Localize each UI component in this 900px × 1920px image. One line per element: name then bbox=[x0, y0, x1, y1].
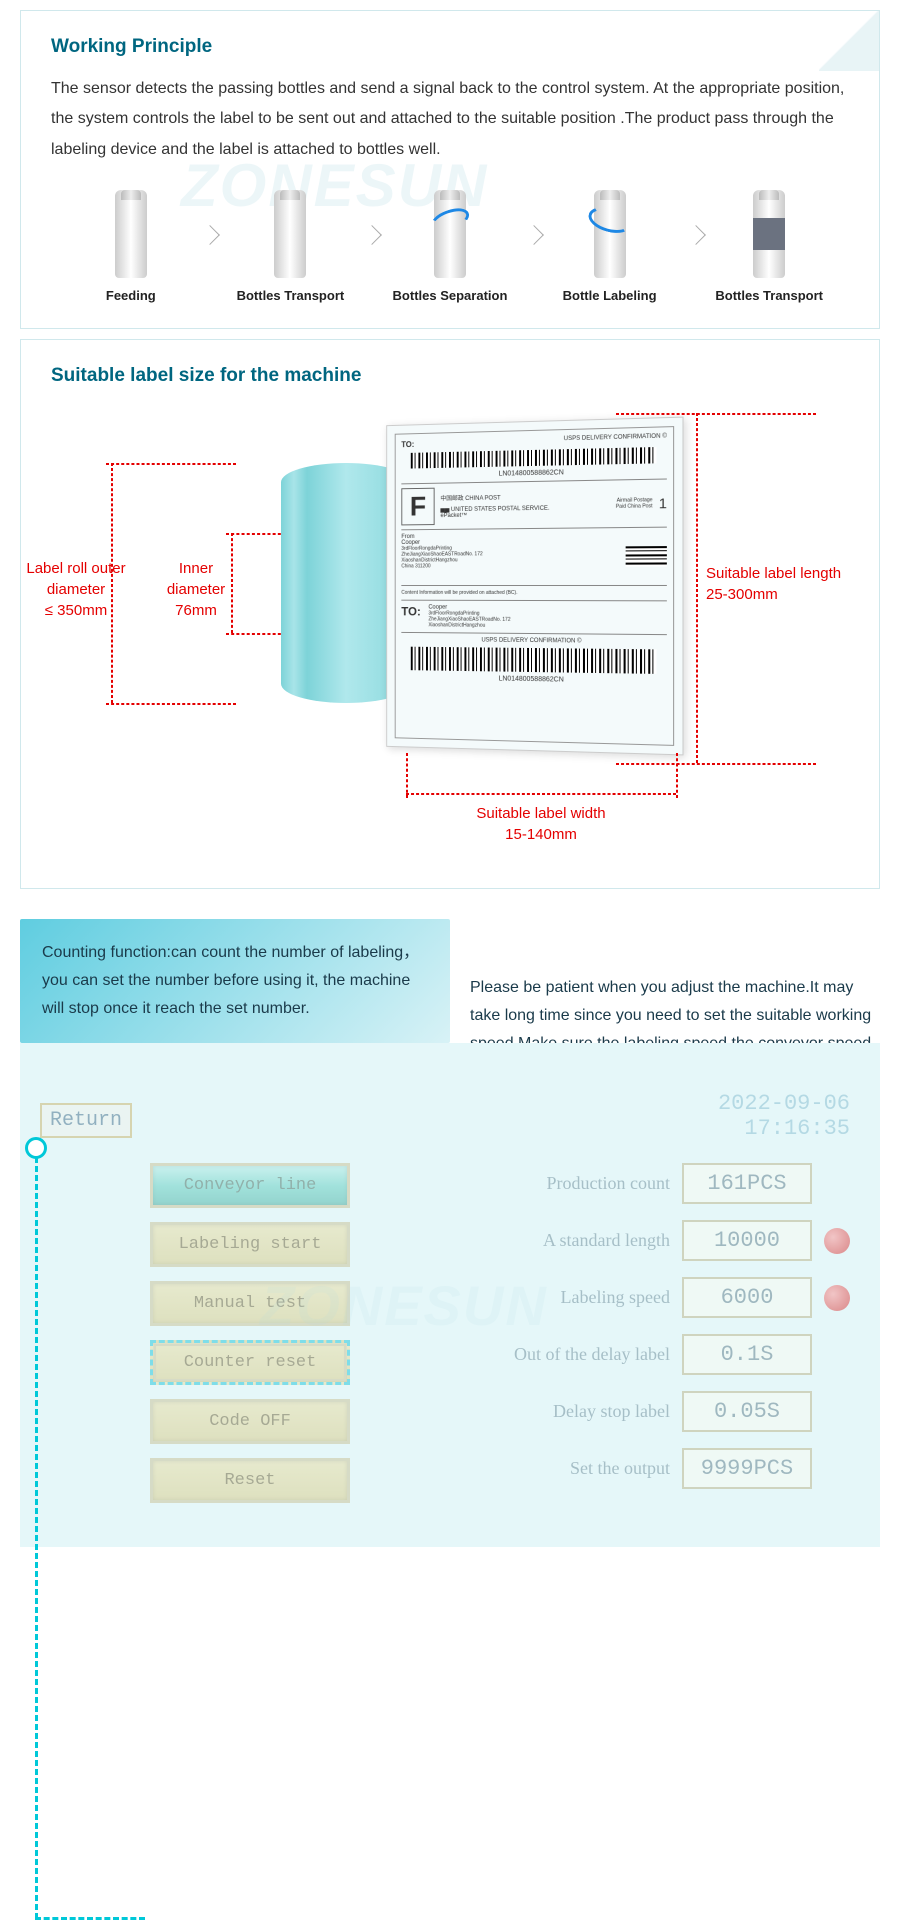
section-title: Suitable label size for the machine bbox=[51, 365, 849, 387]
spacer bbox=[824, 1171, 850, 1197]
step-label: Bottles Transport bbox=[211, 288, 371, 303]
label-diagram: ZONESUN Label roll outer diameter≤ 350mm… bbox=[51, 403, 849, 863]
bottle-icon bbox=[434, 190, 466, 278]
production-count-value[interactable]: 161PCS bbox=[682, 1163, 812, 1204]
hmi-button-column: Conveyor line Labeling start Manual test… bbox=[150, 1163, 350, 1517]
dimension-line bbox=[106, 463, 236, 465]
hmi-screen: ZONESUN Return 2022-09-0617:16:35 Convey… bbox=[20, 1043, 880, 1547]
swirl-icon bbox=[585, 203, 634, 238]
param-row: A standard length 10000 bbox=[390, 1220, 850, 1261]
process-step: Feeding bbox=[51, 190, 211, 303]
conveyor-line-button[interactable]: Conveyor line bbox=[150, 1163, 350, 1208]
label-size-panel: Suitable label size for the machine ZONE… bbox=[20, 339, 880, 889]
dimension-line bbox=[676, 753, 678, 798]
dimension-line bbox=[616, 763, 816, 765]
reset-button[interactable]: Reset bbox=[150, 1458, 350, 1503]
labeling-speed-value[interactable]: 6000 bbox=[682, 1277, 812, 1318]
standard-length-value[interactable]: 10000 bbox=[682, 1220, 812, 1261]
corner-decoration bbox=[819, 11, 879, 71]
bottle-icon bbox=[594, 190, 626, 278]
description-text: The sensor detects the passing bottles a… bbox=[51, 74, 849, 165]
bottle-labeled-icon bbox=[753, 190, 785, 278]
param-label: Set the output bbox=[570, 1458, 670, 1479]
param-label: Production count bbox=[547, 1173, 671, 1194]
param-label: Delay stop label bbox=[553, 1401, 670, 1422]
dimension-text: Inner diameter76mm bbox=[156, 558, 236, 621]
param-label: A standard length bbox=[543, 1230, 670, 1251]
counting-info-box: Counting function:can count the number o… bbox=[20, 919, 450, 1043]
spacer bbox=[824, 1456, 850, 1482]
process-step: Bottles Transport bbox=[689, 190, 849, 303]
code-off-button[interactable]: Code OFF bbox=[150, 1399, 350, 1444]
manual-test-button[interactable]: Manual test bbox=[150, 1281, 350, 1326]
indicator-icon bbox=[824, 1228, 850, 1254]
dimension-line bbox=[406, 793, 676, 795]
param-row: Delay stop label 0.05S bbox=[390, 1391, 850, 1432]
set-output-value[interactable]: 9999PCS bbox=[682, 1448, 812, 1489]
counting-section: Counting function:can count the number o… bbox=[20, 919, 880, 1043]
step-label: Feeding bbox=[51, 288, 211, 303]
dimension-line bbox=[406, 753, 408, 798]
working-principle-panel: Working Principle The sensor detects the… bbox=[20, 10, 880, 329]
process-step: Bottles Separation bbox=[370, 190, 530, 303]
param-row: Labeling speed 6000 bbox=[390, 1277, 850, 1318]
counter-reset-button[interactable]: Counter reset bbox=[150, 1340, 350, 1385]
dimension-line bbox=[616, 413, 816, 415]
section-title: Working Principle bbox=[51, 36, 849, 58]
param-label: Out of the delay label bbox=[514, 1344, 670, 1365]
process-step: Bottle Labeling bbox=[530, 190, 690, 303]
dimension-text: Suitable label length25-300mm bbox=[706, 563, 866, 605]
step-label: Bottles Transport bbox=[689, 288, 849, 303]
hmi-params-column: Production count 161PCS A standard lengt… bbox=[390, 1163, 850, 1517]
return-button[interactable]: Return bbox=[40, 1103, 132, 1138]
bottle-icon bbox=[115, 190, 147, 278]
label-sheet: TO:USPS DELIVERY CONFIRMATION © LN014800… bbox=[386, 417, 683, 756]
param-row: Production count 161PCS bbox=[390, 1163, 850, 1204]
datetime-display: 2022-09-0617:16:35 bbox=[718, 1091, 850, 1141]
dimension-line bbox=[696, 413, 698, 763]
process-flow: Feeding Bottles Transport Bottles Separa… bbox=[51, 190, 849, 303]
dimension-line bbox=[226, 533, 286, 535]
bottle-icon bbox=[274, 190, 306, 278]
dimension-line bbox=[226, 633, 286, 635]
dimension-line bbox=[106, 703, 236, 705]
step-label: Bottle Labeling bbox=[530, 288, 690, 303]
delay-stop-value[interactable]: 0.05S bbox=[682, 1391, 812, 1432]
indicator-icon bbox=[824, 1285, 850, 1311]
param-row: Out of the delay label 0.1S bbox=[390, 1334, 850, 1375]
swirl-icon bbox=[428, 204, 472, 236]
dimension-text: Suitable label width15-140mm bbox=[451, 803, 631, 845]
spacer bbox=[824, 1342, 850, 1368]
spacer bbox=[824, 1399, 850, 1425]
connector-line bbox=[35, 1157, 38, 1919]
param-label: Labeling speed bbox=[561, 1287, 670, 1308]
param-row: Set the output 9999PCS bbox=[390, 1448, 850, 1489]
delay-out-value[interactable]: 0.1S bbox=[682, 1334, 812, 1375]
process-step: Bottles Transport bbox=[211, 190, 371, 303]
dimension-text: Label roll outer diameter≤ 350mm bbox=[21, 558, 131, 621]
connector-node-icon bbox=[25, 1137, 47, 1159]
step-label: Bottles Separation bbox=[370, 288, 530, 303]
labeling-start-button[interactable]: Labeling start bbox=[150, 1222, 350, 1267]
